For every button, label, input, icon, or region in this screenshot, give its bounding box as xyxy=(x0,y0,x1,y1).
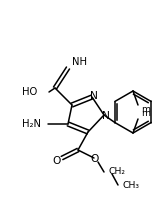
Text: m: m xyxy=(141,110,150,119)
Text: CH₃: CH₃ xyxy=(123,181,140,190)
Text: O: O xyxy=(53,156,61,166)
Text: NH: NH xyxy=(72,57,87,67)
Text: HO: HO xyxy=(22,87,37,97)
Text: N: N xyxy=(90,91,98,101)
Text: CH₂: CH₂ xyxy=(109,167,126,176)
Text: m: m xyxy=(141,105,150,114)
Text: H₂N: H₂N xyxy=(22,119,41,129)
Text: N: N xyxy=(102,111,110,121)
Text: O: O xyxy=(91,154,99,164)
